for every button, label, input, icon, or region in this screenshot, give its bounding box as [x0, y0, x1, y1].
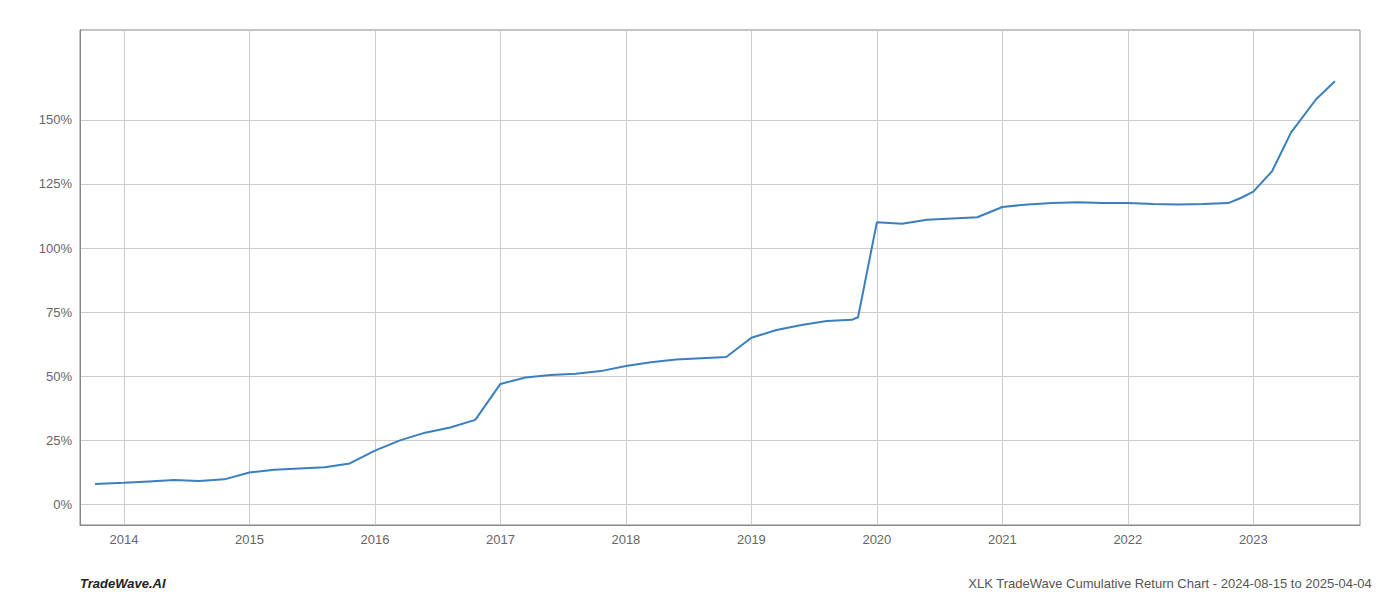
svg-text:2021: 2021 [988, 532, 1017, 547]
svg-text:2016: 2016 [360, 532, 389, 547]
svg-text:2018: 2018 [611, 532, 640, 547]
svg-text:2023: 2023 [1239, 532, 1268, 547]
svg-text:100%: 100% [39, 241, 73, 256]
svg-text:0%: 0% [53, 497, 72, 512]
svg-text:2022: 2022 [1113, 532, 1142, 547]
svg-text:25%: 25% [46, 433, 72, 448]
svg-text:75%: 75% [46, 305, 72, 320]
svg-text:XLK TradeWave Cumulative Retur: XLK TradeWave Cumulative Return Chart - … [968, 576, 1371, 591]
svg-text:150%: 150% [39, 112, 73, 127]
svg-text:50%: 50% [46, 369, 72, 384]
svg-text:125%: 125% [39, 176, 73, 191]
svg-text:2014: 2014 [109, 532, 138, 547]
svg-text:2019: 2019 [737, 532, 766, 547]
svg-text:TradeWave.AI: TradeWave.AI [80, 576, 166, 591]
svg-text:2015: 2015 [235, 532, 264, 547]
svg-text:2017: 2017 [486, 532, 515, 547]
svg-text:2020: 2020 [862, 532, 891, 547]
